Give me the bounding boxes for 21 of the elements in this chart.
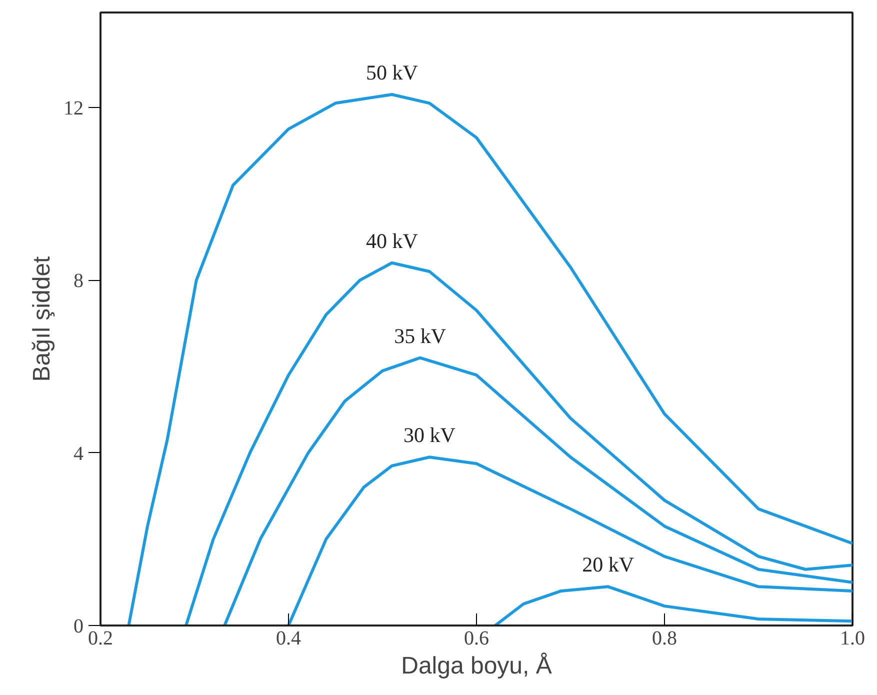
series-label: 40 kV — [366, 228, 418, 253]
y-tick-label: 0 — [74, 616, 84, 638]
line-series — [494, 585, 852, 626]
line-series — [184, 261, 852, 626]
line-series — [127, 93, 852, 626]
x-tick-label: 1.0 — [840, 628, 865, 650]
x-tick-label: 0.6 — [464, 628, 489, 650]
x-tick-label: 0.2 — [88, 628, 113, 650]
y-tick-label: 12 — [64, 97, 84, 120]
series-label: 35 kV — [394, 324, 446, 348]
series-label: 20 kV — [582, 552, 634, 577]
x-tick-label: 0.4 — [276, 628, 301, 650]
x-axis-title: Dalga boyu, Å — [401, 652, 552, 680]
y-tick-label: 8 — [74, 270, 84, 292]
line-series — [287, 456, 852, 626]
series-label: 50 kV — [366, 60, 418, 85]
line-series — [223, 356, 852, 626]
series-label: 30 kV — [404, 423, 456, 448]
y-tick-label: 4 — [74, 442, 84, 465]
x-tick-label: 0.8 — [652, 628, 677, 650]
y-axis-title: Bağıl şiddet — [28, 256, 56, 382]
